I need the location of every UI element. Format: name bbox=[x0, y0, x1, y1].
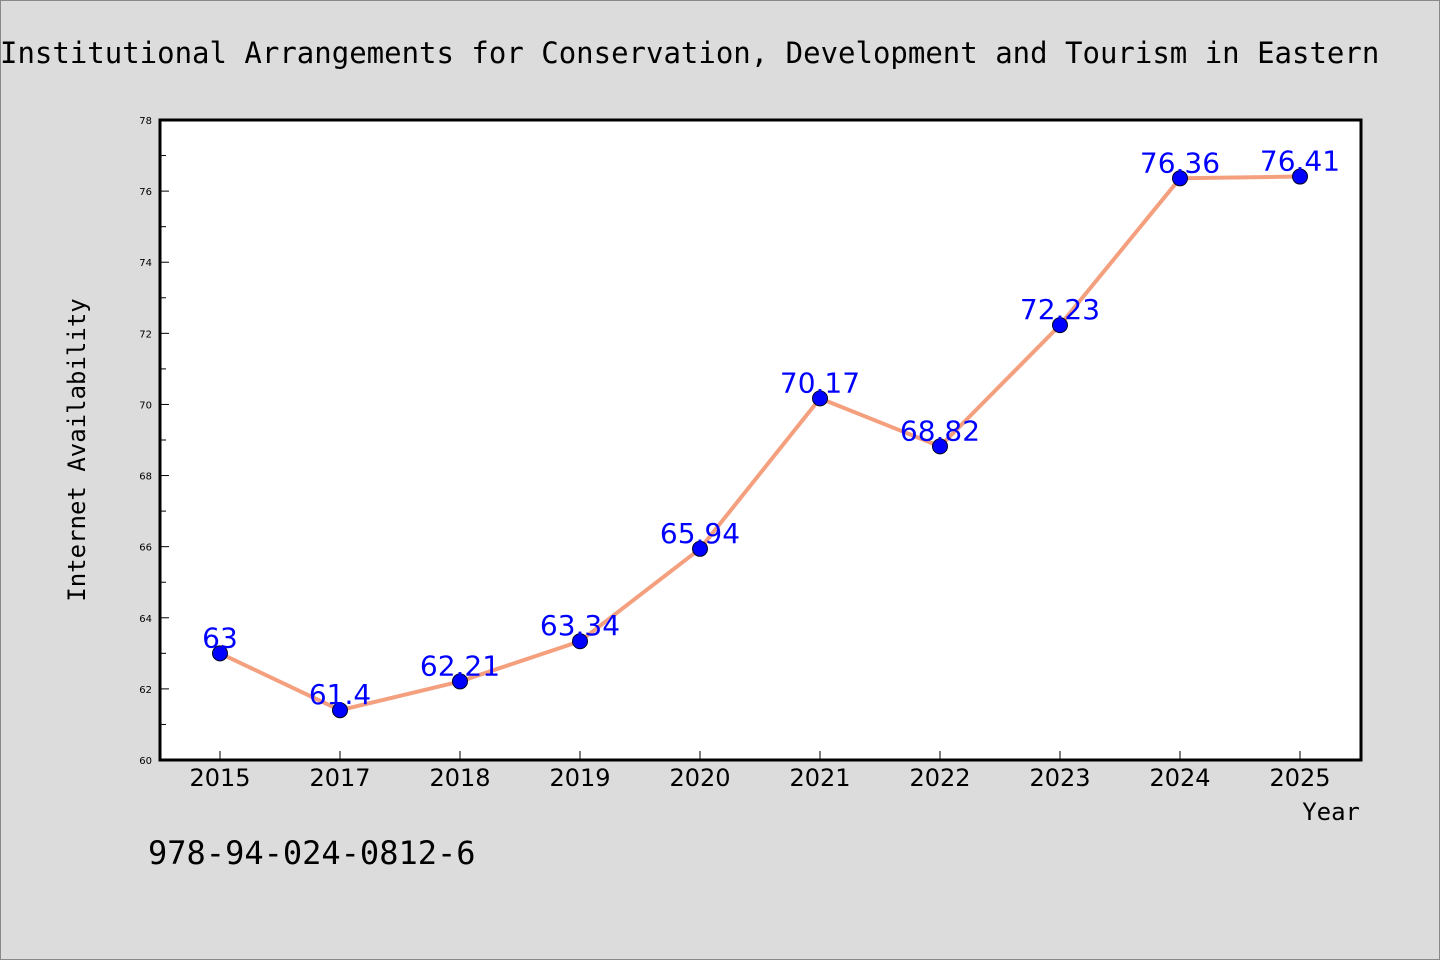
plot-area bbox=[158, 118, 1363, 762]
x-axis-title: Year bbox=[1302, 798, 1360, 826]
data-label: 63 bbox=[202, 621, 238, 654]
data-point bbox=[692, 540, 708, 557]
y-tick-label: 78 bbox=[139, 116, 152, 127]
x-tick-label: 2017 bbox=[309, 764, 370, 792]
y-tick-label: 64 bbox=[139, 614, 152, 625]
y-tick-label: 70 bbox=[139, 400, 152, 411]
chart-title: Institutional Arrangements for Conservat… bbox=[0, 36, 1379, 70]
y-tick-label: 66 bbox=[139, 543, 152, 554]
data-label: 72.23 bbox=[1020, 293, 1100, 326]
x-tick-label: 2024 bbox=[1149, 764, 1210, 792]
y-tick-label: 76 bbox=[139, 187, 152, 198]
y-tick-label: 62 bbox=[139, 685, 152, 696]
data-point bbox=[1052, 317, 1068, 334]
x-tick-label: 2025 bbox=[1269, 764, 1330, 792]
x-tick-label: 2019 bbox=[549, 764, 610, 792]
data-label: 76.36 bbox=[1140, 146, 1220, 179]
series-markers bbox=[212, 168, 1308, 719]
y-tick-label: 68 bbox=[139, 472, 152, 483]
y-tick-label: 60 bbox=[139, 756, 152, 767]
x-tick-label: 2021 bbox=[789, 764, 850, 792]
x-tick-label: 2022 bbox=[909, 764, 970, 792]
data-point bbox=[932, 438, 948, 455]
data-point bbox=[452, 673, 468, 690]
data-label: 61.4 bbox=[309, 678, 371, 711]
x-tick-label: 2023 bbox=[1029, 764, 1090, 792]
y-axis: 60 62 64 66 68 70 72 74 76 78 bbox=[139, 116, 169, 767]
data-label: 70.17 bbox=[780, 366, 860, 399]
x-tick-label: 2020 bbox=[669, 764, 730, 792]
y-tick-label: 74 bbox=[139, 258, 152, 269]
data-label: 76.41 bbox=[1260, 145, 1340, 178]
isbn-footer: 978-94-024-0812-6 bbox=[148, 834, 476, 872]
data-labels: 63 61.4 62.21 63.34 65.94 70.17 68.82 72.23 76.3… bbox=[202, 145, 1340, 712]
data-point bbox=[1292, 168, 1308, 185]
series-line bbox=[219, 174, 1301, 713]
data-point bbox=[212, 645, 228, 662]
data-label: 68.82 bbox=[900, 414, 980, 447]
data-label: 65.94 bbox=[660, 517, 740, 550]
data-point bbox=[332, 702, 348, 719]
data-label: 62.21 bbox=[420, 649, 500, 682]
x-axis: 2015 2017 2018 2019 2020 2021 2022 2023 2024 2025 bbox=[189, 751, 1331, 792]
y-axis-title: Internet Availability bbox=[63, 298, 91, 601]
x-tick-label: 2015 bbox=[189, 764, 250, 792]
y-tick-label: 72 bbox=[139, 329, 152, 340]
data-point bbox=[812, 390, 828, 407]
data-point bbox=[1172, 170, 1188, 187]
data-point bbox=[572, 633, 588, 650]
x-tick-label: 2018 bbox=[429, 764, 490, 792]
data-label: 63.34 bbox=[540, 609, 620, 642]
